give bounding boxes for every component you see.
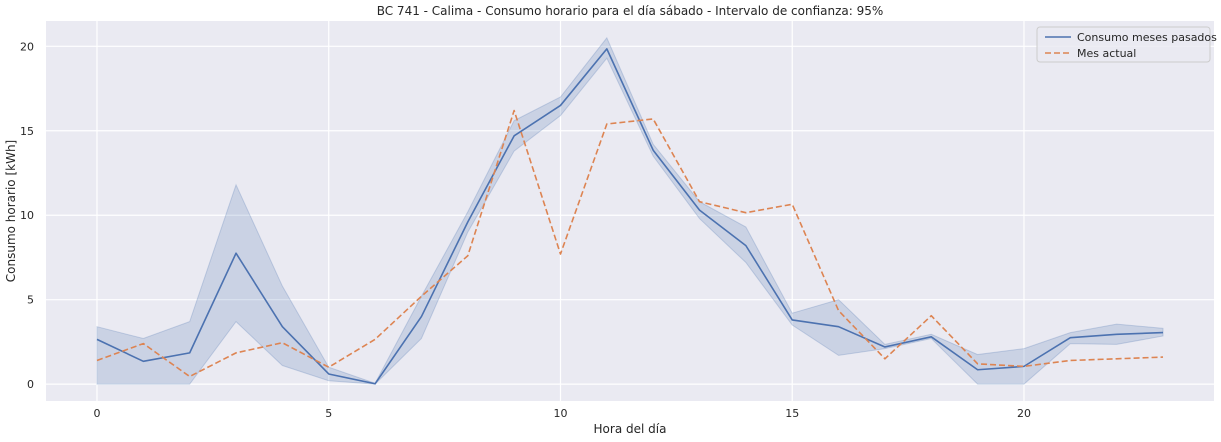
x-tick-label: 20 [1017, 407, 1031, 420]
y-tick-label: 0 [27, 378, 34, 391]
y-tick-label: 15 [20, 125, 34, 138]
x-tick-labels: 0 5 10 15 20 [93, 407, 1030, 420]
grid-lines [46, 21, 1214, 401]
x-tick-label: 5 [325, 407, 332, 420]
legend-label: Consumo meses pasados [1077, 31, 1217, 44]
legend-box [1036, 26, 1211, 63]
y-tick-labels: 0 5 10 15 20 [20, 40, 34, 391]
legend: Consumo meses pasados Mes actual [1036, 26, 1217, 63]
series-line-2 [96, 109, 1164, 378]
y-tick-label: 20 [20, 40, 34, 53]
chart-title: BC 741 - Calima - Consumo horario para e… [377, 4, 884, 18]
plot-background [46, 21, 1214, 401]
x-tick-label: 15 [785, 407, 799, 420]
y-tick-label: 5 [27, 294, 34, 307]
y-axis-label: Consumo horario [kWh] [4, 140, 18, 282]
y-tick-label: 10 [20, 209, 34, 222]
x-axis-label: Hora del día [594, 422, 667, 436]
confidence-band [96, 36, 1164, 385]
series-lines [96, 48, 1164, 385]
series-line-1 [96, 48, 1164, 385]
confidence-band-area [96, 36, 1164, 385]
legend-label: Mes actual [1077, 47, 1136, 60]
x-tick-label: 0 [93, 407, 100, 420]
x-tick-label: 10 [553, 407, 567, 420]
